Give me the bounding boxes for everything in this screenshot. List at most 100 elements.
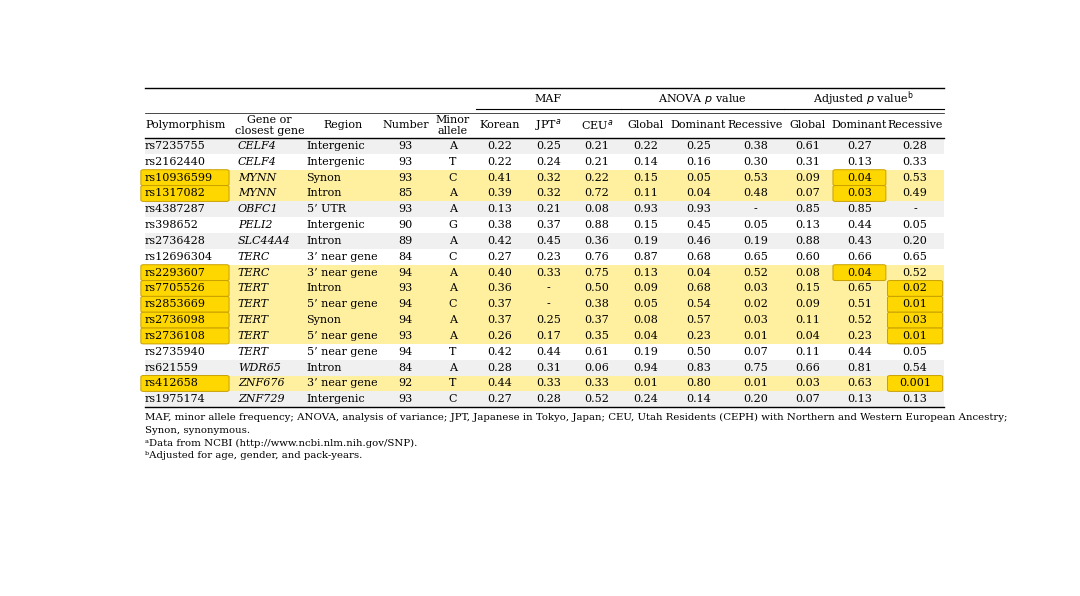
Text: 0.03: 0.03	[743, 284, 768, 293]
Text: 0.54: 0.54	[686, 299, 711, 309]
Text: 94: 94	[399, 299, 413, 309]
Text: 0.65: 0.65	[847, 284, 872, 293]
Text: 0.65: 0.65	[903, 252, 928, 262]
Text: 0.05: 0.05	[903, 347, 928, 357]
Bar	[145, 328, 944, 344]
Bar	[145, 360, 944, 375]
Text: rs2853669: rs2853669	[145, 299, 206, 309]
FancyBboxPatch shape	[833, 265, 886, 281]
Text: -: -	[914, 204, 917, 215]
Text: 0.03: 0.03	[903, 315, 928, 325]
Text: 93: 93	[399, 395, 413, 404]
Bar	[145, 328, 944, 344]
Bar	[145, 375, 944, 392]
Bar	[145, 312, 944, 328]
Text: 84: 84	[399, 252, 413, 262]
Text: 0.63: 0.63	[847, 378, 872, 389]
Text: 0.04: 0.04	[847, 173, 872, 182]
Text: Synon: Synon	[307, 173, 341, 182]
Text: MAF, minor allele frequency; ANOVA, analysis of variance; JPT, Japanese in Tokyo: MAF, minor allele frequency; ANOVA, anal…	[145, 412, 1008, 422]
Bar	[145, 201, 944, 217]
Text: Intron: Intron	[307, 236, 342, 246]
Text: 90: 90	[399, 220, 413, 230]
Text: PELI2: PELI2	[238, 220, 272, 230]
Text: 0.32: 0.32	[536, 173, 561, 182]
Text: 0.66: 0.66	[847, 252, 872, 262]
Text: 0.53: 0.53	[903, 173, 928, 182]
Text: 0.54: 0.54	[903, 362, 928, 372]
Text: Recessive: Recessive	[728, 120, 783, 131]
Bar	[145, 265, 944, 281]
FancyBboxPatch shape	[833, 185, 886, 201]
Text: 0.75: 0.75	[584, 268, 609, 278]
Text: 0.19: 0.19	[633, 236, 658, 246]
Text: 0.13: 0.13	[796, 220, 821, 230]
Text: 0.36: 0.36	[487, 284, 512, 293]
Text: 0.27: 0.27	[487, 395, 512, 404]
Text: 0.50: 0.50	[686, 347, 711, 357]
Text: 0.15: 0.15	[633, 173, 658, 182]
Text: C: C	[448, 395, 457, 404]
Text: 0.05: 0.05	[743, 220, 768, 230]
Bar	[145, 392, 944, 407]
Text: C: C	[448, 173, 457, 182]
Text: 0.13: 0.13	[847, 157, 872, 167]
Text: 93: 93	[399, 141, 413, 151]
Text: Global: Global	[789, 120, 826, 131]
Text: 0.94: 0.94	[633, 362, 658, 372]
Text: rs7235755: rs7235755	[145, 141, 206, 151]
Text: 0.19: 0.19	[633, 347, 658, 357]
Text: ZNF729: ZNF729	[238, 395, 284, 404]
Text: T: T	[449, 378, 457, 389]
Text: Global: Global	[627, 120, 664, 131]
Text: Intergenic: Intergenic	[307, 395, 365, 404]
Text: 0.13: 0.13	[903, 395, 928, 404]
Text: 0.41: 0.41	[487, 173, 512, 182]
Text: 0.38: 0.38	[584, 299, 609, 309]
Text: 0.09: 0.09	[796, 299, 821, 309]
Text: 0.61: 0.61	[584, 347, 609, 357]
Text: 0.07: 0.07	[743, 347, 768, 357]
Text: 0.46: 0.46	[686, 236, 711, 246]
Text: 0.81: 0.81	[847, 362, 872, 372]
Bar	[145, 281, 944, 296]
Text: 94: 94	[399, 347, 413, 357]
Text: 0.26: 0.26	[487, 331, 512, 341]
Text: 0.93: 0.93	[686, 204, 711, 215]
Text: 0.14: 0.14	[633, 157, 658, 167]
Bar	[145, 154, 944, 170]
Bar	[145, 265, 944, 281]
Text: 3’ near gene: 3’ near gene	[307, 252, 377, 262]
Text: 0.04: 0.04	[686, 268, 711, 278]
Text: ᵇAdjusted for age, gender, and pack-years.: ᵇAdjusted for age, gender, and pack-year…	[145, 451, 363, 460]
Text: JPT$^a$: JPT$^a$	[536, 117, 562, 134]
Text: 0.52: 0.52	[903, 268, 928, 278]
Text: 0.68: 0.68	[686, 284, 711, 293]
Text: 0.33: 0.33	[584, 378, 609, 389]
Bar	[145, 233, 944, 249]
FancyBboxPatch shape	[888, 375, 943, 392]
Text: 0.24: 0.24	[633, 395, 658, 404]
Text: 0.52: 0.52	[584, 395, 609, 404]
Text: 0.03: 0.03	[847, 188, 872, 198]
Text: 0.13: 0.13	[633, 268, 658, 278]
Text: 0.01: 0.01	[633, 378, 658, 389]
Text: rs621559: rs621559	[145, 362, 199, 372]
Text: 0.01: 0.01	[743, 378, 768, 389]
Text: 0.57: 0.57	[686, 315, 711, 325]
Text: 0.001: 0.001	[899, 378, 931, 389]
Text: 0.22: 0.22	[487, 141, 512, 151]
Text: Intron: Intron	[307, 362, 342, 372]
Text: 0.52: 0.52	[847, 315, 872, 325]
Text: 0.20: 0.20	[743, 395, 768, 404]
Bar	[145, 375, 944, 392]
Text: rs398652: rs398652	[145, 220, 199, 230]
Text: 0.68: 0.68	[686, 252, 711, 262]
Text: G: G	[448, 220, 457, 230]
Text: TERC: TERC	[238, 252, 270, 262]
Text: A: A	[448, 204, 457, 215]
Text: Recessive: Recessive	[888, 120, 943, 131]
Text: 0.07: 0.07	[796, 188, 821, 198]
Text: 94: 94	[399, 268, 413, 278]
Text: Polymorphism: Polymorphism	[145, 120, 226, 131]
